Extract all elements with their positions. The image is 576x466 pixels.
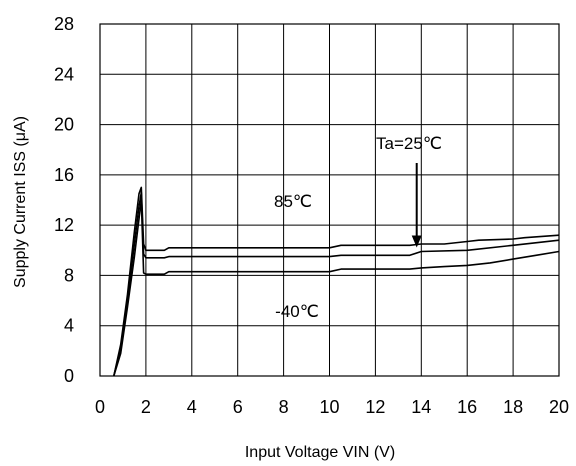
- grid: [99, 23, 560, 377]
- x-tick-label: 2: [141, 397, 151, 417]
- y-tick-label: 16: [54, 165, 74, 185]
- x-tick-label: 18: [503, 397, 523, 417]
- series-lines: [113, 186, 560, 377]
- annotation-85c: 85℃: [274, 192, 312, 211]
- x-tick-label: 12: [365, 397, 385, 417]
- y-tick-labels: 0 4 8 12 16 20 24 28: [54, 14, 74, 386]
- x-tick-label: 14: [411, 397, 431, 417]
- y-tick-label: 12: [54, 215, 74, 235]
- x-tick-label: 4: [187, 397, 197, 417]
- x-tick-label: 0: [95, 397, 105, 417]
- y-tick-label: 0: [64, 366, 74, 386]
- series-line--40C: [113, 199, 560, 377]
- y-tick-label: 4: [64, 316, 74, 336]
- x-tick-labels: 0 2 4 6 8 10 12 14 16 18 20: [95, 397, 569, 417]
- x-tick-label: 16: [457, 397, 477, 417]
- x-axis-title: Input Voltage VIN (V): [245, 444, 395, 461]
- y-tick-label: 20: [54, 115, 74, 135]
- annotation-minus40c: -40℃: [275, 302, 319, 321]
- x-tick-label: 20: [549, 397, 569, 417]
- y-tick-label: 24: [54, 64, 74, 84]
- plot-area-frame: [99, 23, 560, 377]
- series-line-25C: [113, 191, 560, 377]
- y-tick-label: 28: [54, 14, 74, 34]
- x-tick-label: 8: [279, 397, 289, 417]
- y-axis-title: Supply Current ISS (μA): [12, 116, 29, 288]
- x-tick-label: 6: [233, 397, 243, 417]
- series-line-85C: [113, 186, 560, 377]
- x-tick-label: 10: [319, 397, 339, 417]
- annotation-arrow-head: [411, 235, 422, 248]
- y-tick-label: 8: [64, 265, 74, 285]
- annotation-ta-25c: Ta=25℃: [376, 134, 442, 153]
